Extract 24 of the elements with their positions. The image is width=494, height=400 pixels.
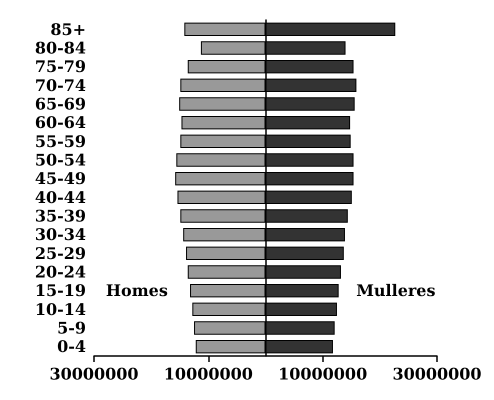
y-tick-label: 75-79 <box>34 57 86 76</box>
y-tick-label: 25-29 <box>34 244 86 263</box>
y-tick-label: 70-74 <box>34 76 86 95</box>
series-label: Mulleres <box>356 281 436 300</box>
y-tick-label: 80-84 <box>34 38 86 58</box>
x-tick-label: 30000000 <box>49 364 139 384</box>
y-tick-label: 85+ <box>50 20 86 39</box>
y-tick-label: 5-9 <box>57 318 86 338</box>
y-tick-label: 15-19 <box>34 281 86 300</box>
y-tick-label: 0-4 <box>57 337 86 356</box>
y-tick-label: 55-59 <box>34 132 86 151</box>
y-tick-label: 30-34 <box>34 225 86 244</box>
y-tick-label: 20-24 <box>34 262 86 282</box>
x-tick-label: 10000000 <box>164 364 253 384</box>
y-tick-label: 65-69 <box>34 94 86 114</box>
x-tick-label: 10000000 <box>278 364 368 384</box>
series-label: Homes <box>106 281 168 300</box>
x-tick-label: 30000000 <box>392 364 482 384</box>
y-tick-label: 60-64 <box>34 113 86 132</box>
y-tick-label: 10-14 <box>34 300 86 319</box>
y-tick-label: 35-39 <box>34 206 86 226</box>
y-tick-label: 40-44 <box>34 188 86 207</box>
y-tick-label: 45-49 <box>34 169 86 188</box>
y-tick-label: 50-54 <box>34 150 86 170</box>
